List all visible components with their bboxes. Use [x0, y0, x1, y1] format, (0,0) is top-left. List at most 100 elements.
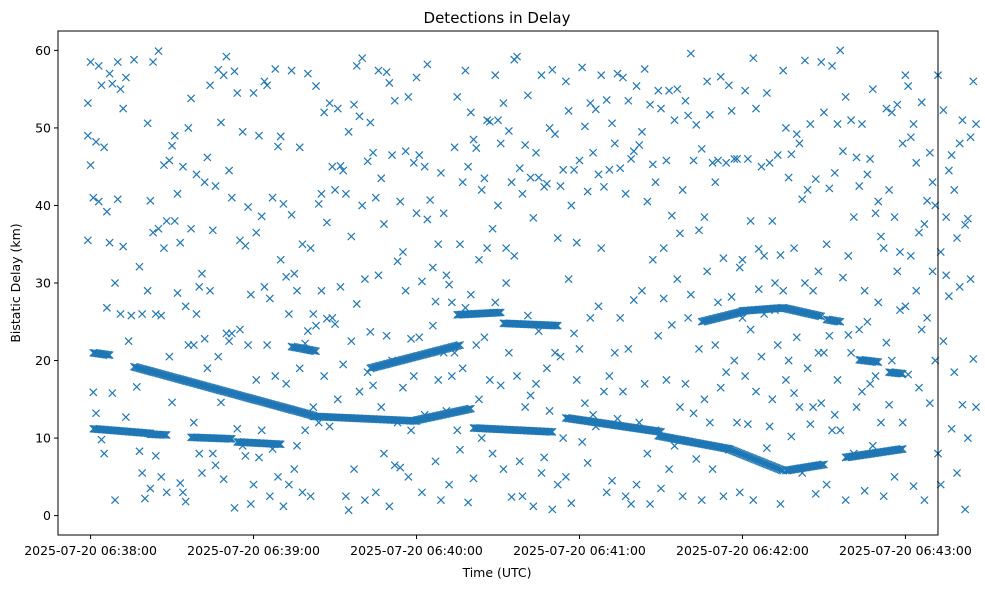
data-point — [119, 104, 128, 113]
data-point — [548, 505, 557, 514]
data-point — [439, 348, 448, 357]
data-point — [496, 139, 505, 148]
data-point — [336, 161, 345, 170]
data-point — [532, 148, 541, 157]
x-tick-label: 2025-07-20 06:38:00 — [24, 543, 157, 558]
data-point — [271, 372, 280, 381]
data-point — [648, 255, 657, 264]
data-point — [667, 211, 676, 220]
track-point — [465, 404, 474, 413]
track-point — [227, 434, 236, 443]
data-point — [119, 242, 128, 251]
data-point — [401, 147, 410, 156]
data-point — [295, 143, 304, 152]
data-point — [512, 372, 522, 381]
data-point — [149, 57, 158, 67]
data-point — [632, 480, 641, 489]
data-point — [651, 178, 660, 187]
data-point — [412, 209, 421, 218]
data-point — [643, 449, 652, 458]
data-point — [369, 381, 378, 390]
data-point — [113, 195, 122, 204]
data-point — [366, 118, 375, 127]
track-point — [464, 405, 473, 414]
data-point — [724, 81, 733, 90]
data-point — [732, 154, 742, 163]
data-point — [388, 151, 397, 160]
data-point — [616, 164, 625, 173]
data-point — [686, 49, 695, 58]
data-point — [529, 213, 538, 222]
data-point — [868, 85, 877, 94]
data-point — [561, 77, 570, 86]
data-point — [157, 311, 166, 320]
data-point — [752, 387, 761, 396]
data-point — [637, 286, 646, 295]
track-point — [105, 351, 114, 360]
data-point — [914, 383, 924, 392]
data-point — [225, 337, 234, 346]
data-point — [548, 65, 557, 74]
data-point — [727, 292, 736, 301]
data-point — [830, 168, 839, 177]
data-point — [189, 418, 198, 427]
data-point — [254, 131, 264, 140]
data-point — [760, 251, 769, 260]
data-point — [369, 148, 378, 157]
data-point — [887, 108, 896, 117]
data-point — [920, 496, 929, 505]
data-point — [836, 426, 845, 435]
data-point — [575, 344, 584, 353]
data-point — [325, 422, 334, 431]
track-point — [551, 321, 560, 330]
data-point — [551, 348, 560, 357]
data-point — [135, 447, 144, 456]
data-point — [863, 170, 872, 179]
data-point — [314, 199, 323, 208]
data-point — [366, 327, 375, 336]
data-point — [86, 161, 95, 170]
track-point — [833, 317, 842, 326]
track-point — [546, 427, 555, 436]
data-point — [624, 344, 633, 353]
data-point — [825, 331, 834, 340]
data-point — [455, 240, 464, 249]
data-point — [749, 496, 758, 505]
data-point — [841, 496, 850, 505]
data-point — [466, 290, 475, 299]
data-point — [545, 406, 554, 415]
data-point — [730, 154, 739, 163]
data-point — [944, 166, 953, 175]
data-point — [559, 165, 568, 174]
y-tick-label: 50 — [35, 120, 51, 135]
data-point — [284, 480, 293, 489]
data-point — [325, 99, 334, 108]
data-point — [732, 418, 742, 427]
data-point — [439, 209, 448, 218]
data-point — [257, 426, 266, 435]
data-point — [809, 286, 818, 295]
data-point — [518, 189, 527, 198]
data-point — [165, 156, 174, 165]
data-point — [445, 480, 454, 489]
data-point — [947, 424, 956, 433]
data-point — [466, 108, 475, 117]
data-point — [458, 178, 467, 187]
data-point — [360, 496, 369, 505]
data-point — [540, 453, 549, 462]
data-point — [784, 356, 793, 365]
data-point — [895, 247, 904, 257]
data-point — [333, 104, 342, 113]
data-point — [849, 449, 858, 458]
track-point — [895, 445, 904, 454]
data-point — [499, 465, 508, 474]
data-point — [887, 356, 896, 365]
data-point — [208, 449, 217, 458]
data-point — [952, 234, 962, 243]
data-point — [694, 344, 704, 353]
track-point — [159, 430, 168, 439]
data-point — [591, 105, 600, 114]
data-point — [116, 309, 125, 319]
data-point — [407, 426, 416, 435]
data-point — [952, 468, 962, 477]
